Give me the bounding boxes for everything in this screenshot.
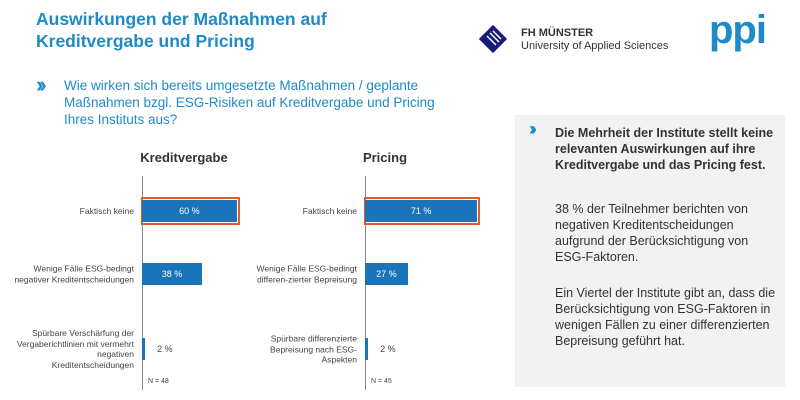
category-label: Spürbare Verschärfung der Vergaberichtli… <box>16 328 134 370</box>
category-label: Faktisch keine <box>79 205 134 216</box>
bar-with-label: 60 % <box>142 200 237 222</box>
logo-fh-name: FH MÜNSTER <box>521 27 594 39</box>
panel-paragraph-1: 38 % der Teilnehmer berichten von negati… <box>555 202 749 264</box>
sample-size-note: N = 45 <box>371 378 392 385</box>
sample-size-note: N = 48 <box>148 378 169 385</box>
fh-muenster-logo-icon <box>478 24 508 59</box>
question-text: Wie wirken sich bereits umgesetzte Maßna… <box>64 78 435 127</box>
panel-paragraph-2: Ein Viertel der Institute gibt an, dass … <box>555 286 776 348</box>
data-label: 2 % <box>157 344 173 354</box>
chevron-double-right-icon: ›› <box>529 119 537 139</box>
data-label: 2 % <box>380 344 396 354</box>
logo-fh-subtitle: University of Applied Sciences <box>521 40 669 52</box>
bar-with-label: 38 % <box>142 263 203 285</box>
category-label: Spürbare differenzierte Bepreisung nach … <box>270 333 357 365</box>
chevron-double-right-icon: ›› <box>36 72 46 97</box>
ppi-logo: ppi <box>709 8 767 52</box>
bar-with-label: 71 % <box>365 200 478 222</box>
category-label: Wenige Fälle ESG-bedingt negativer Kredi… <box>14 263 134 285</box>
panel-headline: Die Mehrheit der Institute stellt keine … <box>555 126 774 172</box>
chart-title: Kreditvergabe <box>140 150 228 165</box>
bar <box>142 338 146 360</box>
bar-with-label: 27 % <box>365 263 408 285</box>
highlight-box <box>141 197 240 225</box>
chart-title: Pricing <box>362 150 408 165</box>
summary-panel: ›› Die Mehrheit der Institute stellt kei… <box>515 115 785 387</box>
page-title: Auswirkungen der Maßnahmen auf Kreditver… <box>36 9 327 51</box>
category-label: Faktisch keine <box>302 205 357 216</box>
category-label: Wenige Fälle ESG-bedingt differen-zierte… <box>256 263 357 285</box>
bar <box>365 338 369 360</box>
